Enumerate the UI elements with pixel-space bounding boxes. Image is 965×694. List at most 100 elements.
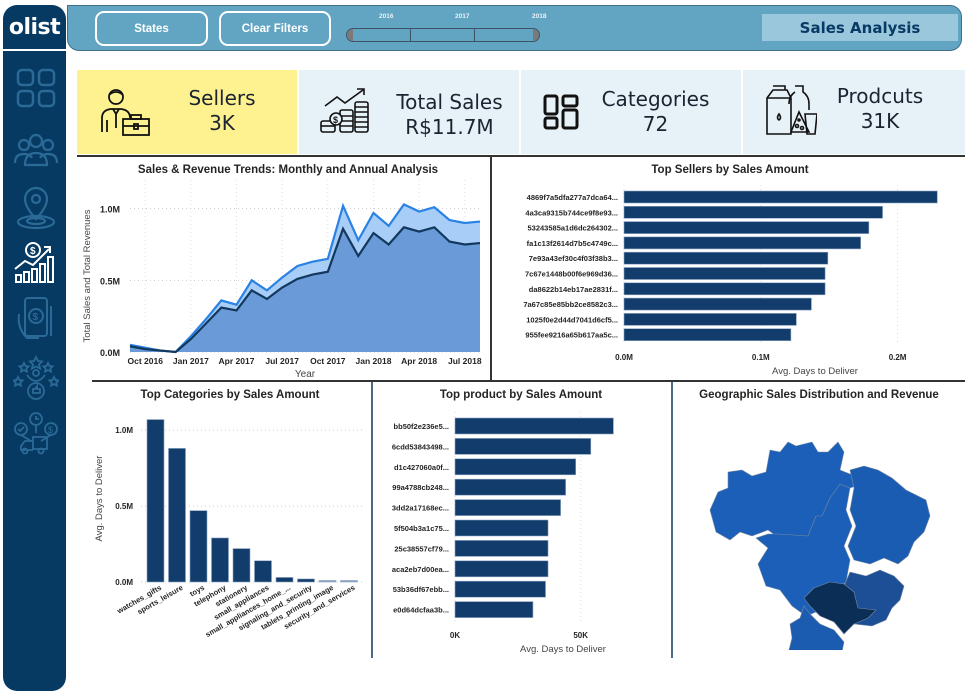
sellers-bar — [623, 328, 792, 341]
divider-vertical-top — [490, 157, 492, 381]
year-label-2016: 2016 — [379, 13, 394, 20]
trend-x-tick: Oct 2017 — [310, 356, 346, 366]
sellers-category-label: fa1c13f2614d7b5c4749c... — [527, 239, 618, 248]
products-x-tick: 50K — [573, 631, 588, 640]
sellers-bar — [623, 282, 826, 296]
categories-bar — [168, 448, 186, 583]
sellers-bar — [623, 205, 883, 219]
header-bar: States Clear Filters 2016 2017 2018 Sale… — [67, 5, 962, 51]
sidebar-item-locations[interactable] — [13, 185, 59, 231]
map-pin-icon — [16, 186, 56, 230]
products-bar — [454, 540, 549, 557]
categories-bar — [340, 580, 358, 583]
trend-y-tick: 0.5M — [100, 276, 120, 286]
kpi-value-sellers: 3K — [209, 111, 235, 135]
sellers-x-tick: 0.1M — [752, 353, 770, 362]
year-label-2017: 2017 — [455, 13, 470, 20]
products-category-label: 99a4788cb248... — [392, 483, 449, 492]
categories-chart-title: Top Categories by Sales Amount — [140, 389, 320, 401]
sellers-x-tick: 0.2M — [889, 353, 907, 362]
sidebar-item-delivery[interactable]: $ — [13, 411, 59, 457]
sellers-chart-title: Top Sellers by Sales Amount — [651, 164, 809, 176]
products-groceries-icon — [766, 85, 817, 135]
sidebar-item-sales[interactable]: $ — [13, 239, 59, 285]
products-bar — [454, 417, 614, 435]
categories-bar — [146, 419, 165, 583]
kpi-card-sellers: Sellers 3K — [77, 70, 297, 154]
map-region-sp[interactable] — [803, 581, 877, 635]
trend-x-tick: Oct 2016 — [127, 356, 163, 366]
products-bar — [454, 601, 534, 618]
slicer-segment-2018[interactable] — [475, 29, 539, 41]
categories-grid-icon — [543, 94, 579, 130]
sellers-category-label: da8622b14eb17ae2831f... — [529, 285, 618, 294]
year-label-2018: 2018 — [532, 13, 547, 20]
sellers-bar — [623, 221, 870, 234]
slicer-handle-right[interactable] — [533, 29, 539, 41]
products-category-label: d1c427060a0f... — [394, 463, 449, 472]
categories-y-axis-label: Avg. Days to Deliver — [94, 456, 105, 542]
slicer-segment-2017[interactable] — [411, 29, 475, 41]
kpi-card-total-sales: $ Total Sales R$11.7M — [299, 70, 519, 154]
svg-text:$: $ — [30, 246, 36, 257]
products-category-label: 25c38557cf79... — [394, 544, 449, 553]
seller-businessman-icon — [101, 89, 150, 136]
sidebar-item-payments[interactable]: $ — [13, 296, 59, 342]
sellers-x-axis-label: Avg. Days to Deliver — [772, 366, 858, 377]
divider-vertical-bottom-left — [371, 382, 373, 658]
top-sellers-chart[interactable]: 0.0M 0.1M 0.2M 4869f7a5dfa277a7dca64... 4a3c… — [492, 182, 965, 377]
year-slicer-track[interactable] — [346, 28, 540, 42]
categories-bar — [318, 580, 337, 583]
sellers-category-label: 4a3ca9315b744ce9f8e93... — [525, 208, 618, 217]
trend-chart-title: Sales & Revenue Trends: Monthly and Annu… — [137, 164, 439, 176]
categories-y-tick: 0.5M — [115, 502, 133, 511]
sellers-category-label: 4869f7a5dfa277a7dca64... — [527, 193, 618, 202]
sidebar-item-dashboard[interactable] — [13, 65, 59, 111]
kpi-value-products: 31K — [860, 109, 900, 133]
trend-line-total-revenues — [129, 226, 481, 354]
slicer-segment-2016[interactable] — [347, 29, 411, 41]
kpi-card-categories: Categories 72 — [521, 70, 741, 154]
olist-logo: olist — [3, 5, 66, 51]
products-bar — [454, 580, 546, 598]
products-bar — [454, 499, 561, 516]
sidebar-item-reviews[interactable] — [11, 354, 61, 401]
sellers-category-label: 7e93a43ef30c4f03f38b3... — [529, 254, 618, 263]
trend-x-tick: Jul 2018 — [448, 356, 482, 366]
products-category-label: bb50f2e236e5... — [394, 422, 449, 431]
map-region-south[interactable] — [788, 605, 845, 650]
trend-area-total-revenues — [130, 227, 480, 352]
trend-x-axis-label: Year — [295, 369, 316, 380]
categories-y-tick: 0.0M — [115, 578, 133, 587]
kpi-label-sellers: Sellers — [188, 86, 256, 110]
states-button[interactable]: States — [95, 11, 208, 46]
kpi-label-total-sales: Total Sales — [396, 90, 503, 114]
products-chart-title: Top product by Sales Amount — [439, 389, 603, 401]
sellers-bar — [623, 313, 797, 326]
products-category-label: aca2eb7d00ea... — [392, 565, 449, 574]
sidebar-item-users[interactable] — [13, 127, 59, 173]
products-bar — [454, 438, 592, 455]
kpi-value-total-sales: R$11.7M — [405, 115, 494, 139]
top-products-chart[interactable]: 0K 50K bb50f2e236e5... 6cdd53843498... d1c42… — [373, 405, 671, 657]
map-region-northeast[interactable] — [847, 465, 931, 565]
products-bar — [454, 478, 566, 496]
products-x-tick: 0K — [450, 631, 460, 640]
divider-vertical-bottom-right — [671, 382, 673, 658]
categories-bar — [275, 577, 294, 583]
trend-y-tick: 0.0M — [100, 348, 120, 358]
kpi-value-categories: 72 — [642, 112, 669, 136]
mobile-payment-icon: $ — [17, 297, 52, 339]
products-category-label: e0d64dcfaa3b... — [393, 606, 449, 615]
slicer-handle-left[interactable] — [347, 29, 353, 41]
kpi-card-products: Prodcuts 31K — [743, 70, 965, 154]
trend-x-tick: Apr 2017 — [219, 356, 255, 366]
delivery-truck-icon: $ — [14, 412, 58, 455]
year-slicer[interactable]: 2016 2017 2018 — [344, 11, 546, 45]
sellers-x-tick: 0.0M — [615, 353, 633, 362]
clear-filters-button[interactable]: Clear Filters — [219, 11, 331, 46]
brazil-map[interactable] — [700, 410, 950, 650]
products-category-label: 53b36df67ebb... — [393, 585, 449, 594]
trend-chart[interactable]: 0.0M 0.5M 1.0M Oct 2016 Jan 2017 Apr 2017 Jul … — [78, 180, 490, 380]
